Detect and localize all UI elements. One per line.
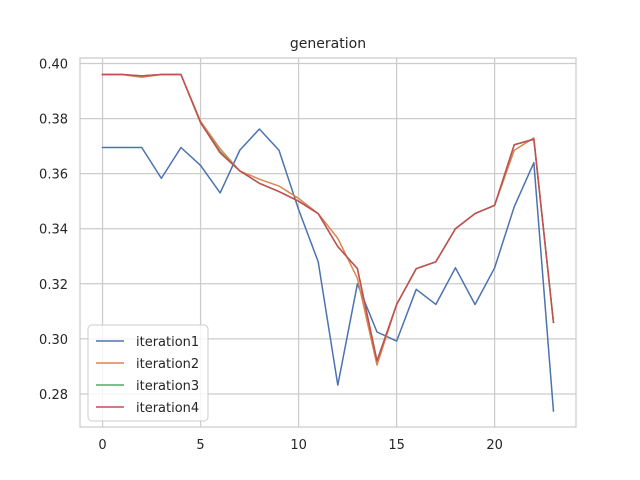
y-tick-label: 0.32 [39,278,68,293]
x-tick-label: 5 [196,438,204,453]
x-axis-ticks: 0 5 10 15 20 [98,438,503,453]
legend-label-iteration4: iteration4 [136,401,199,416]
series-lines [101,73,555,412]
y-tick-label: 0.40 [39,58,68,73]
legend-box [87,324,209,422]
y-tick-label: 0.30 [39,333,68,348]
series-line-iteration4 [101,73,555,362]
y-tick-label: 0.36 [39,168,68,183]
y-tick-label: 0.34 [39,223,68,238]
x-tick-label: 10 [290,438,307,453]
x-tick-label: 20 [486,438,503,453]
plot-frame [79,57,577,428]
y-axis-ticks: 0.28 0.30 0.32 0.34 0.36 0.38 0.40 [39,58,68,403]
legend-label-iteration3: iteration3 [136,379,199,394]
series-line-iteration3 [101,73,555,362]
legend-label-iteration1: iteration1 [136,335,199,350]
legend: iteration1 iteration2 iteration3 iteration4 [87,324,209,422]
chart-title: generation [290,36,366,52]
x-tick-label: 15 [388,438,405,453]
series-line-iteration1 [101,128,555,412]
legend-label-iteration2: iteration2 [136,357,199,372]
y-tick-label: 0.28 [39,388,68,403]
x-tick-label: 0 [98,438,106,453]
y-tick-label: 0.38 [39,113,68,128]
